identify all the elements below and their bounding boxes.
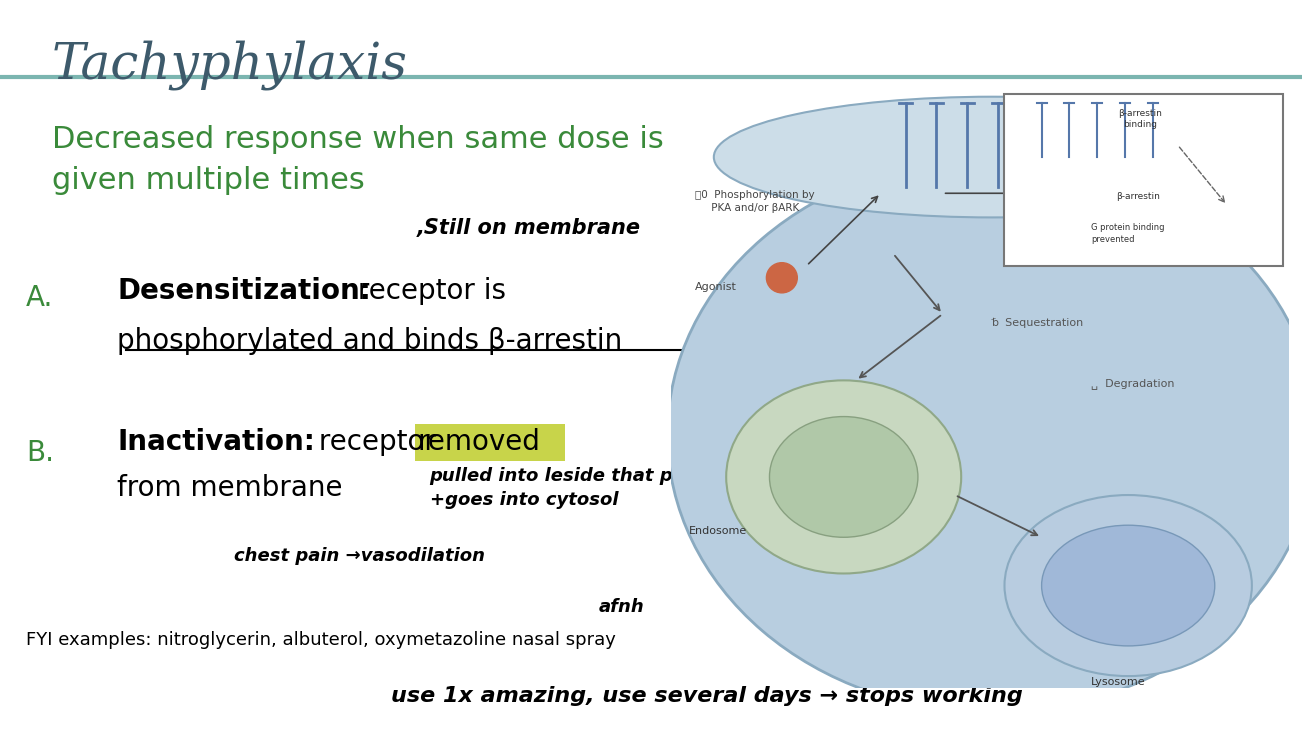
Text: Desensitization:: Desensitization: xyxy=(117,277,371,305)
Ellipse shape xyxy=(727,381,961,573)
Bar xyxy=(1005,93,1282,266)
Ellipse shape xyxy=(713,96,1271,217)
Text: use 1x amazing, use several days → stops working: use 1x amazing, use several days → stops… xyxy=(391,685,1022,706)
Ellipse shape xyxy=(668,157,1302,712)
Ellipse shape xyxy=(769,417,918,537)
Text: phosphorylated and binds β-arrestin: phosphorylated and binds β-arrestin xyxy=(117,327,622,355)
Text: Decreased response when same dose is
given multiple times: Decreased response when same dose is giv… xyxy=(52,125,664,194)
Text: ␢  Sequestration: ␢ Sequestration xyxy=(992,318,1085,328)
Ellipse shape xyxy=(1005,495,1253,676)
Text: chest pain →vasodilation: chest pain →vasodilation xyxy=(234,547,486,565)
Text: pulled into leside that pinches off
+goes into cytosol: pulled into leside that pinches off +goe… xyxy=(430,467,773,509)
Text: Inactivation:: Inactivation: xyxy=(117,428,315,456)
Circle shape xyxy=(767,263,797,293)
Ellipse shape xyxy=(1042,526,1215,646)
Text: B.: B. xyxy=(26,439,55,467)
Text: Endosome: Endosome xyxy=(689,526,747,537)
Text: FYI examples: nitroglycerin, albuterol, oxymetazoline nasal spray: FYI examples: nitroglycerin, albuterol, … xyxy=(26,631,616,649)
Text: G protein binding
prevented: G protein binding prevented xyxy=(1091,224,1164,244)
Text: from membrane: from membrane xyxy=(117,474,342,502)
Text: β-arrestin: β-arrestin xyxy=(1116,192,1160,202)
Text: Agonist: Agonist xyxy=(695,282,737,292)
Text: ⑀0  Phosphorylation by
     PKA and/or βARK: ⑀0 Phosphorylation by PKA and/or βARK xyxy=(695,190,815,213)
Text: removed: removed xyxy=(418,428,540,456)
Text: ,Still on membrane: ,Still on membrane xyxy=(417,218,641,238)
FancyBboxPatch shape xyxy=(415,424,565,461)
Text: β-arrestin
binding: β-arrestin binding xyxy=(1118,109,1163,129)
Text: afnh: afnh xyxy=(599,598,644,616)
Text: A.: A. xyxy=(26,284,53,312)
Text: receptor is: receptor is xyxy=(349,277,506,305)
Text: ␣  Degradation: ␣ Degradation xyxy=(1091,378,1174,389)
Text: Tachyphylaxis: Tachyphylaxis xyxy=(52,40,408,91)
Text: Lysosome: Lysosome xyxy=(1091,677,1146,687)
Text: receptor: receptor xyxy=(310,428,444,456)
